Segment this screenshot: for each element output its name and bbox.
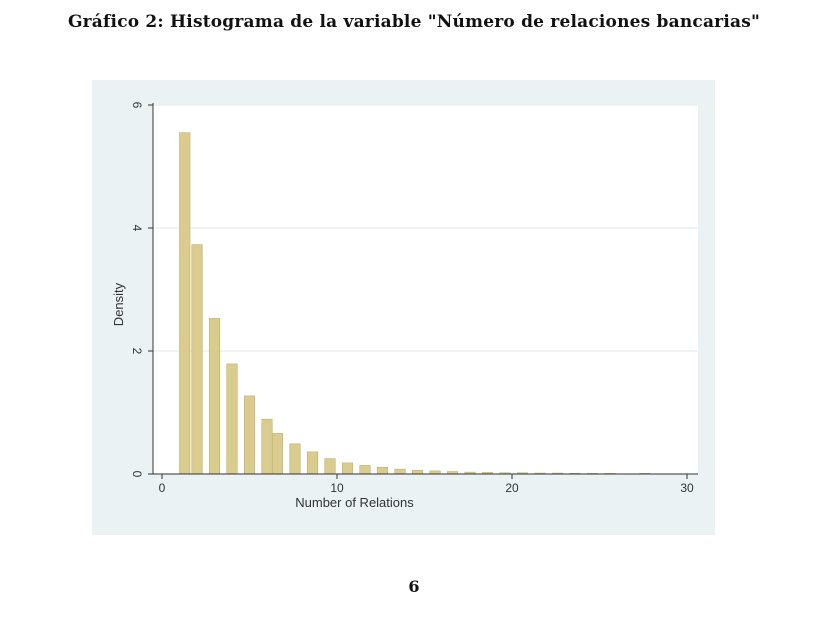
axes: [152, 103, 698, 475]
histogram-bar: [191, 244, 203, 475]
page-number: 6: [408, 577, 420, 596]
x-tick-label: 30: [680, 481, 694, 495]
x-tick-label: 20: [505, 481, 519, 495]
histogram-bar: [324, 458, 336, 475]
histogram-bar: [271, 433, 284, 475]
histogram-bar: [179, 132, 191, 475]
histogram-bar: [359, 465, 371, 475]
x-axis-title: Number of Relations: [295, 495, 414, 510]
histogram-bar: [394, 468, 406, 475]
y-tick-label: 4: [130, 225, 144, 232]
plot-area: [153, 105, 698, 474]
histogram-bar: [208, 318, 221, 475]
ticks: 0 2 4 6 0 10 20 30: [130, 102, 694, 495]
y-axis-title: Density: [111, 282, 126, 326]
y-tick-label: 0: [130, 471, 144, 478]
x-tick-label: 0: [159, 481, 166, 495]
histogram-bar: [306, 451, 319, 475]
gridlines: [153, 104, 698, 352]
histogram-bar: [341, 462, 354, 475]
histogram-bar: [261, 418, 273, 475]
histogram-chart: 0 2 4 6 0 10 20 30 Number of Relations Density: [111, 102, 698, 510]
histogram-bar: [289, 443, 301, 475]
histogram-bar: [376, 466, 389, 475]
page-title: Gráfico 2: Histograma de la variable "Nú…: [67, 12, 761, 32]
y-tick-label: 2: [130, 348, 144, 355]
histogram-figure: 0 2 4 6 0 10 20 30 Number of Relations Density: [92, 80, 715, 535]
x-tick-label: 10: [330, 481, 344, 495]
histogram-bar: [411, 470, 424, 475]
histogram-bar: [243, 395, 256, 475]
histogram-bar: [226, 363, 238, 475]
y-tick-label: 6: [130, 102, 144, 109]
